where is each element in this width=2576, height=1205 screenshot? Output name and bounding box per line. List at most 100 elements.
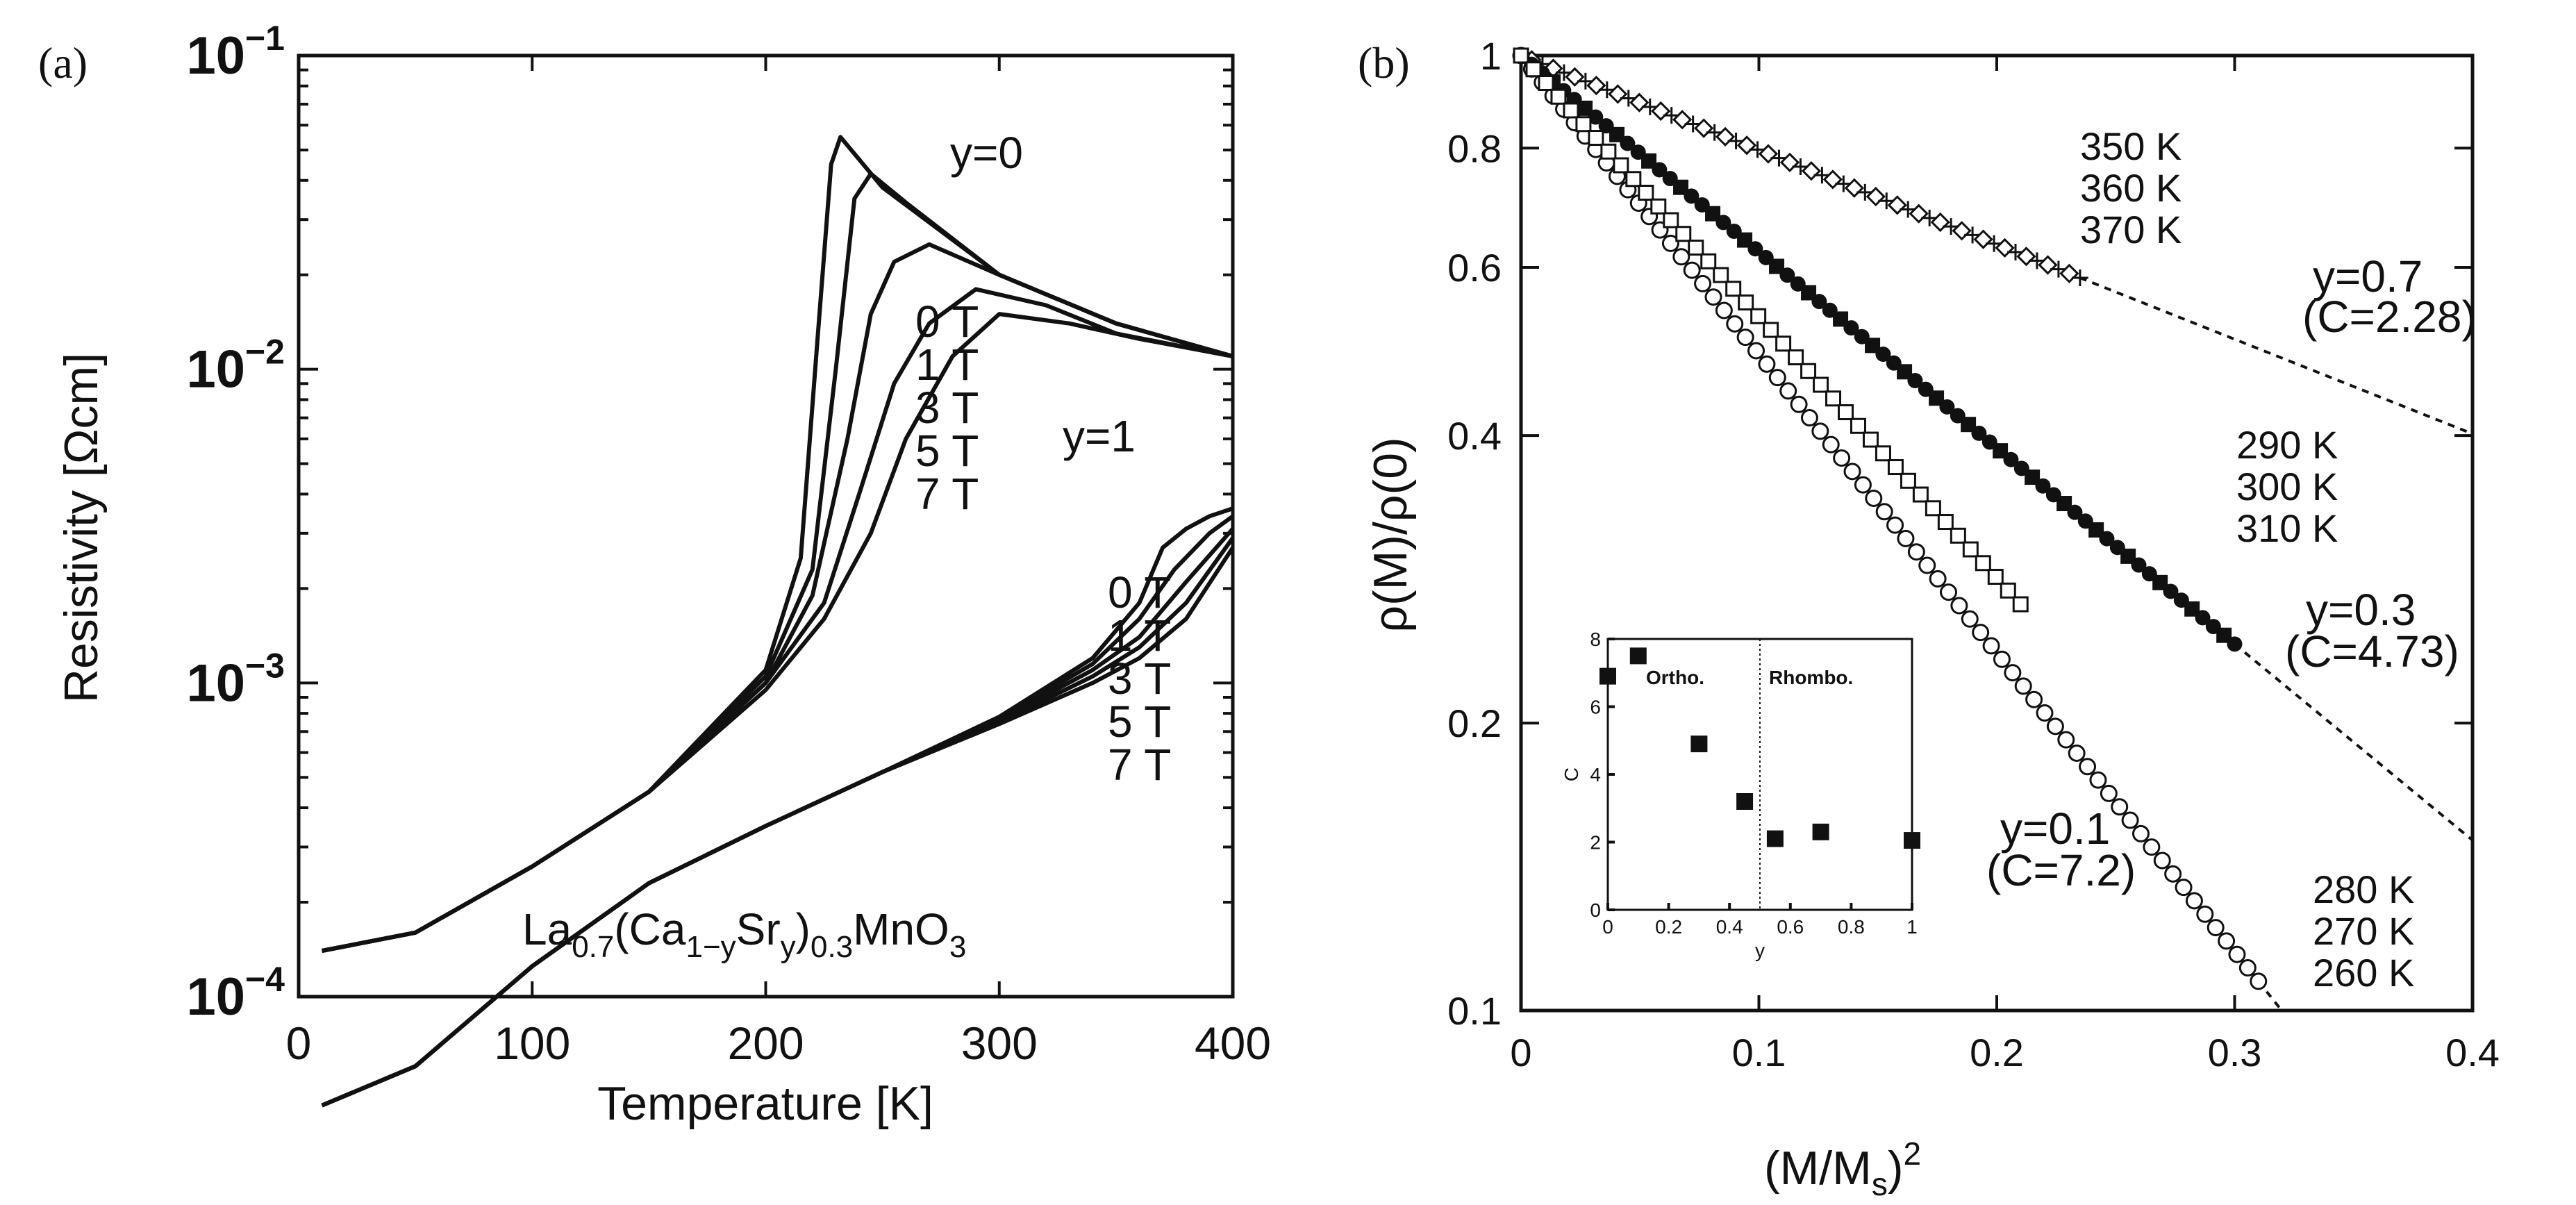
temperature-label: 350 K — [2080, 124, 2182, 168]
point-y=0.1-square — [1800, 363, 1817, 379]
group-c-label-y=0.1: (C=7.2) — [1986, 845, 2136, 895]
group-label-y=0.1: y=0.1 — [2000, 804, 2110, 854]
point-y=0.1 — [1865, 489, 1883, 507]
temperature-label: 310 K — [2236, 506, 2338, 550]
panel-b-y-tick-label: 0.4 — [1447, 414, 1502, 458]
point-y=0.1-square — [1613, 157, 1629, 174]
point-y=0.1-square — [1825, 390, 1842, 407]
point-y=0.1 — [2089, 771, 2107, 789]
y-tick-base: 10 — [186, 340, 245, 399]
point-y=0.1 — [1843, 463, 1861, 481]
panel-a-frame — [297, 53, 1235, 999]
point-y=0.1-square — [1900, 472, 1916, 489]
curve-y=0-7T — [322, 312, 1233, 953]
point-y=0.1 — [1886, 516, 1904, 534]
panel-b: (b) 0 0.1 0.2 0.3 0.4 10.80.60.40.20.1 (M/Ms… — [1358, 34, 2500, 1202]
point-y=0.1 — [2046, 717, 2064, 736]
field-label-y0: 0 T — [915, 297, 979, 347]
point-y=0.1-square — [1850, 417, 1866, 434]
point-y=0.7 — [1608, 84, 1628, 104]
panel-b-x-axis-label: (M/Ms)2 — [1764, 1136, 1921, 1202]
inset-y-tick-label: 4 — [1590, 764, 1601, 786]
point-y=0.1 — [2143, 838, 2161, 856]
inset-x-tick-label: 0.8 — [1838, 916, 1865, 938]
point-y=0.7 — [1758, 144, 1779, 164]
point-y=0.1-square — [1713, 267, 1729, 283]
point-y=0.3 — [2099, 531, 2115, 547]
panel-a-x-tick-label: 0 — [286, 1017, 312, 1069]
point-y=0.7 — [1651, 101, 1671, 122]
inset-y-tick-label: 0 — [1590, 899, 1601, 921]
point-y=0.1 — [1907, 543, 1925, 561]
panel-b-x-tick-label: 0 — [1510, 1031, 1531, 1074]
temperature-label: 370 K — [2080, 208, 2182, 251]
point-y=0.7 — [1930, 212, 1950, 233]
panel-b-y-tick-label: 0.8 — [1447, 126, 1502, 170]
point-y=0.3 — [1577, 100, 1593, 116]
point-y=0.1 — [1972, 624, 1990, 642]
point-y=0.1-square — [1975, 555, 1991, 572]
inset-y-tick-label: 6 — [1590, 697, 1601, 718]
field-label-y1: 7 T — [1108, 740, 1171, 790]
point-y=0.1-square — [1513, 47, 1529, 64]
point-y=0.1-square — [1525, 61, 1542, 78]
panel-b-y-axis-label: ρ(M)/ρ(0) — [1364, 437, 1417, 632]
point-y=0.3 — [1897, 364, 1913, 380]
point-y=0.1-square — [1625, 171, 1642, 188]
point-y=0.3 — [2152, 574, 2168, 590]
temperature-label: 270 K — [2313, 909, 2414, 953]
point-y=0.3 — [1865, 338, 1881, 354]
point-y=0.1 — [1982, 637, 2000, 655]
formula-mno: MnO — [853, 904, 949, 954]
inset-points — [1599, 647, 1920, 849]
x-label-a: (M/M — [1764, 1142, 1872, 1195]
point-y=0.3 — [1588, 109, 1604, 125]
point-y=0.7 — [1995, 238, 2015, 258]
point-y=0.1-square — [1788, 349, 1804, 366]
point-y=0.1-square — [1950, 527, 1966, 544]
point-y=0.3 — [2131, 557, 2147, 573]
point-y=0.7 — [1801, 161, 1822, 181]
point-y=0.3 — [2035, 478, 2051, 494]
field-label-y1: 5 T — [1108, 697, 1171, 747]
inset-ticks: 0 0.2 0.4 0.6 0.8 1 0 2 4 6 8 — [1590, 629, 1917, 938]
panel-b-y-tick-label: 1 — [1480, 34, 1502, 78]
panel-a-x-axis-label: Temperature [K] — [597, 1077, 933, 1130]
fit-line-y=0.3 — [2234, 642, 2474, 842]
point-y=0.7 — [1715, 126, 1736, 147]
point-y=0.1 — [2057, 731, 2075, 749]
y-tick-exponent: −3 — [245, 646, 285, 685]
inset-point — [1690, 736, 1708, 753]
point-y=0.7 — [1909, 203, 1929, 224]
point-y=0.1 — [1800, 409, 1818, 427]
point-y=0.1 — [1918, 556, 1936, 574]
inset-anchor — [1608, 625, 1609, 626]
formula-ca-sub: 1−y — [685, 930, 736, 964]
point-y=0.1 — [2164, 865, 2182, 883]
point-y=0.3 — [1737, 232, 1753, 248]
panel-b-y-ticks: 1 0.8 0.6 0.4 0.2 0.1 — [1447, 34, 2473, 1033]
point-y=0.3 — [1620, 135, 1636, 151]
point-y=0.1 — [2004, 664, 2022, 682]
panel-b-x-tick-label: 0.2 — [1970, 1031, 2024, 1074]
inset-point — [1599, 667, 1616, 685]
point-y=0.7 — [1779, 152, 1800, 172]
point-y=0.1-square — [1575, 116, 1592, 133]
point-y=0.7 — [2071, 269, 2088, 286]
point-y=0.3 — [1684, 188, 1700, 204]
field-label-y0: 1 T — [915, 340, 979, 390]
field-label-y1: 3 T — [1108, 654, 1171, 704]
point-y=0.7 — [2016, 247, 2036, 267]
formula-sr: Sr — [736, 904, 781, 954]
inset-region-ortho: Ortho. — [1646, 667, 1704, 688]
panel-a-y-tick-label: 10−2 — [186, 333, 285, 399]
curve-y=0-3T — [322, 242, 1233, 953]
point-y=0.3 — [2216, 627, 2232, 643]
inset-x-axis-label: y — [1755, 940, 1765, 961]
point-y=0.1 — [1726, 315, 1744, 333]
point-y=0.1-square — [1875, 445, 1891, 462]
point-y=0.7 — [1565, 67, 1585, 87]
point-y=0.3 — [2088, 522, 2104, 538]
point-y=0.1 — [2014, 677, 2032, 695]
point-y=0.1 — [2153, 851, 2171, 870]
